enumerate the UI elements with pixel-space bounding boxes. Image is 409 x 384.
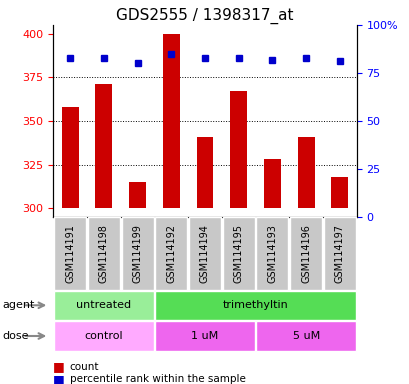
Text: GSM114197: GSM114197 <box>334 224 344 283</box>
Text: control: control <box>84 331 123 341</box>
Bar <box>129 182 146 208</box>
Bar <box>230 91 247 208</box>
Text: percentile rank within the sample: percentile rank within the sample <box>70 374 245 384</box>
Text: agent: agent <box>2 300 34 310</box>
Text: GSM114199: GSM114199 <box>132 224 142 283</box>
Text: GSM114192: GSM114192 <box>166 224 176 283</box>
Text: GSM114195: GSM114195 <box>233 224 243 283</box>
Bar <box>162 34 179 208</box>
Text: 5 uM: 5 uM <box>292 331 319 341</box>
Bar <box>95 84 112 208</box>
Text: GSM114191: GSM114191 <box>65 224 75 283</box>
Bar <box>330 177 347 208</box>
Bar <box>62 107 79 208</box>
Bar <box>297 137 314 208</box>
Text: ■: ■ <box>53 360 65 373</box>
Text: GSM114196: GSM114196 <box>300 224 310 283</box>
Title: GDS2555 / 1398317_at: GDS2555 / 1398317_at <box>116 7 293 23</box>
Text: GSM114193: GSM114193 <box>267 224 277 283</box>
Text: 1 uM: 1 uM <box>191 331 218 341</box>
Text: GSM114194: GSM114194 <box>200 224 209 283</box>
Text: untreated: untreated <box>76 300 131 310</box>
Text: count: count <box>70 362 99 372</box>
Text: trimethyltin: trimethyltin <box>222 300 288 310</box>
Text: ■: ■ <box>53 373 65 384</box>
Text: dose: dose <box>2 331 29 341</box>
Bar <box>196 137 213 208</box>
Bar <box>263 159 280 208</box>
Text: GSM114198: GSM114198 <box>99 224 109 283</box>
